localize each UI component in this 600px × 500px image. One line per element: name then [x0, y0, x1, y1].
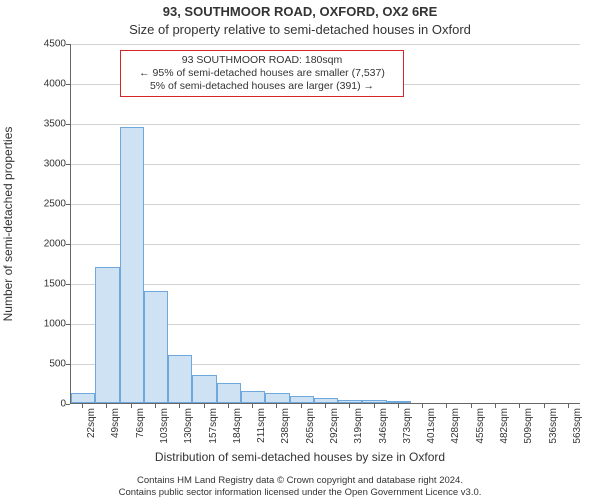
- histogram-bar: [314, 398, 338, 403]
- x-tick-label: 509sqm: [523, 408, 534, 444]
- x-tick-mark: [374, 404, 375, 408]
- plot-area: [70, 44, 580, 404]
- y-tick-label: 4500: [36, 39, 66, 50]
- x-tick-label: 563sqm: [572, 408, 583, 444]
- x-tick-label: 157sqm: [208, 408, 219, 444]
- x-tick-mark: [398, 404, 399, 408]
- x-tick-mark: [155, 404, 156, 408]
- y-tick-mark: [66, 84, 70, 85]
- x-tick-mark: [106, 404, 107, 408]
- gridline: [71, 164, 580, 165]
- x-tick-label: 130sqm: [183, 408, 194, 444]
- x-tick-mark: [519, 404, 520, 408]
- histogram-bar: [241, 391, 265, 403]
- y-tick-mark: [66, 324, 70, 325]
- x-tick-label: 76sqm: [135, 408, 146, 438]
- x-tick-mark: [544, 404, 545, 408]
- y-tick-label: 3500: [36, 119, 66, 130]
- x-tick-mark: [471, 404, 472, 408]
- x-tick-label: 184sqm: [232, 408, 243, 444]
- x-tick-mark: [422, 404, 423, 408]
- y-tick-label: 2000: [36, 239, 66, 250]
- histogram-bar: [387, 401, 411, 403]
- annotation-box: 93 SOUTHMOOR ROAD: 180sqm ← 95% of semi-…: [120, 50, 404, 97]
- x-tick-mark: [495, 404, 496, 408]
- x-tick-label: 428sqm: [450, 408, 461, 444]
- gridline: [71, 204, 580, 205]
- y-tick-mark: [66, 44, 70, 45]
- x-tick-label: 103sqm: [159, 408, 170, 444]
- x-tick-mark: [82, 404, 83, 408]
- x-tick-mark: [179, 404, 180, 408]
- chart-container: 93, SOUTHMOOR ROAD, OXFORD, OX2 6RE Size…: [0, 0, 600, 500]
- histogram-bar: [338, 400, 362, 403]
- x-tick-mark: [446, 404, 447, 408]
- footer-attribution: Contains HM Land Registry data © Crown c…: [0, 475, 600, 498]
- y-tick-label: 3000: [36, 159, 66, 170]
- y-tick-label: 4000: [36, 79, 66, 90]
- annotation-line-3: 5% of semi-detached houses are larger (3…: [127, 80, 397, 93]
- histogram-bar: [217, 383, 241, 403]
- y-tick-mark: [66, 244, 70, 245]
- title-line-2: Size of property relative to semi-detach…: [0, 22, 600, 37]
- y-tick-label: 1500: [36, 279, 66, 290]
- histogram-bar: [192, 375, 216, 403]
- histogram-bar: [120, 127, 144, 403]
- histogram-bar: [362, 400, 386, 403]
- histogram-bar: [290, 396, 314, 403]
- title-line-1: 93, SOUTHMOOR ROAD, OXFORD, OX2 6RE: [0, 4, 600, 19]
- gridline: [71, 244, 580, 245]
- annotation-line-1: 93 SOUTHMOOR ROAD: 180sqm: [127, 54, 397, 67]
- y-axis-label: Number of semi-detached properties: [1, 127, 15, 322]
- x-tick-mark: [252, 404, 253, 408]
- x-tick-label: 319sqm: [353, 408, 364, 444]
- footer-line-2: Contains public sector information licen…: [0, 487, 600, 498]
- x-tick-mark: [325, 404, 326, 408]
- x-tick-label: 211sqm: [256, 408, 267, 443]
- x-tick-mark: [301, 404, 302, 408]
- y-tick-label: 0: [36, 399, 66, 410]
- footer-line-1: Contains HM Land Registry data © Crown c…: [0, 475, 600, 486]
- x-tick-label: 373sqm: [402, 408, 413, 444]
- x-tick-label: 22sqm: [86, 408, 97, 438]
- y-tick-mark: [66, 124, 70, 125]
- histogram-bar: [265, 393, 289, 403]
- histogram-bar: [144, 291, 168, 403]
- x-tick-label: 292sqm: [329, 408, 340, 444]
- x-tick-label: 49sqm: [110, 408, 121, 438]
- x-tick-label: 346sqm: [378, 408, 389, 444]
- x-tick-mark: [228, 404, 229, 408]
- y-tick-label: 1000: [36, 319, 66, 330]
- histogram-bar: [95, 267, 119, 403]
- y-tick-mark: [66, 284, 70, 285]
- y-tick-mark: [66, 164, 70, 165]
- x-tick-label: 265sqm: [305, 408, 316, 444]
- y-tick-mark: [66, 204, 70, 205]
- y-tick-label: 500: [36, 359, 66, 370]
- x-tick-label: 536sqm: [548, 408, 559, 444]
- y-tick-label: 2500: [36, 199, 66, 210]
- x-tick-label: 401sqm: [426, 408, 437, 444]
- x-tick-mark: [568, 404, 569, 408]
- x-tick-label: 455sqm: [475, 408, 486, 444]
- histogram-bar: [71, 393, 95, 403]
- x-tick-mark: [131, 404, 132, 408]
- x-axis-label: Distribution of semi-detached houses by …: [0, 450, 600, 464]
- gridline: [71, 124, 580, 125]
- x-tick-label: 238sqm: [280, 408, 291, 444]
- gridline: [71, 284, 580, 285]
- x-tick-mark: [204, 404, 205, 408]
- x-tick-mark: [349, 404, 350, 408]
- histogram-bar: [168, 355, 192, 403]
- x-tick-mark: [276, 404, 277, 408]
- annotation-line-2: ← 95% of semi-detached houses are smalle…: [127, 67, 397, 80]
- y-tick-mark: [66, 364, 70, 365]
- gridline: [71, 44, 580, 45]
- y-tick-mark: [66, 404, 70, 405]
- x-tick-label: 482sqm: [499, 408, 510, 444]
